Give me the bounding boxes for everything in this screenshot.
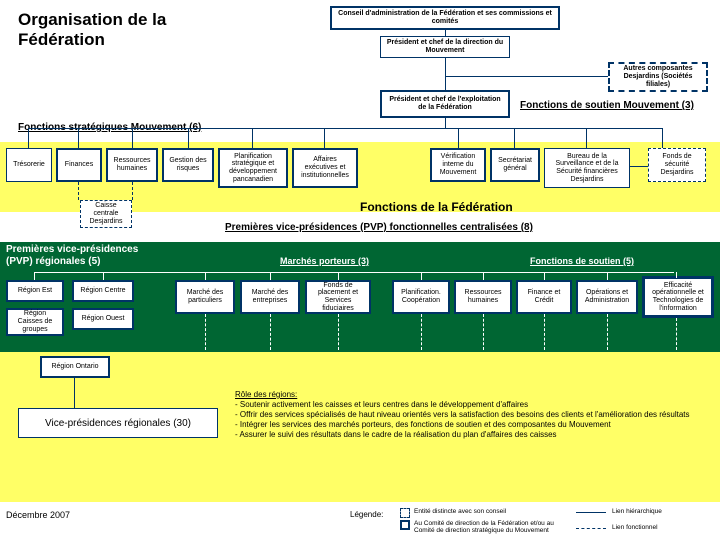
box-region-ouest: Région Ouest [72,308,134,330]
pvp-reg-l2: (PVP) régionales (5) [6,256,100,267]
legend-lien-f: Lien fonctionnel [612,524,658,531]
box-conseil: Conseil d'administration de la Fédératio… [330,6,560,30]
title-line1: Organisation de la [18,10,166,29]
box-president-exploitation: Président et chef de l'exploitation de l… [380,90,510,118]
role-line-0: - Soutenir activement les caisses et leu… [235,400,528,409]
legend-line-solid [576,512,606,513]
box-region-caisses: Région Caisses de groupes [6,308,64,336]
hdr-federation: Fonctions de la Fédération [360,200,513,214]
box-president-chef: Président et chef de la direction du Mou… [380,36,510,58]
box-rh2: Ressources humaines [454,280,512,314]
title-line2: Fédération [18,30,105,49]
hdr-soutien-mv: Fonctions de soutien Mouvement (3) [520,100,694,111]
box-verif: Vérification interne du Mouvement [430,148,486,182]
role-line-2: - Intégrer les services des marchés port… [235,420,611,429]
box-marche-ent: Marché des entreprises [240,280,300,314]
box-caisse-centrale: Caisse centrale Desjardins [80,200,132,228]
hdr-pvp-central: Premières vice-présidences (PVP) fonctio… [225,222,533,233]
page-title: Organisation de la Fédération [18,10,166,49]
pvp-reg-l1: Premières vice-présidences [6,244,138,255]
role-line-1: - Offrir des services spécialisés de hau… [235,410,690,419]
box-finances: Finances [56,148,102,182]
role-line-3: - Assurer le suivi des résultats dans le… [235,430,557,439]
box-region-ontario: Région Ontario [40,356,110,378]
legend-entity: Entité distincte avec son conseil [414,508,532,515]
role-title: Rôle des régions: [235,390,297,399]
hdr-pvp-regional: Premières vice-présidences (PVP) régiona… [6,244,138,267]
box-secretariat: Secrétariat général [490,148,540,182]
legend-comite: Au Comité de direction de la Fédération … [414,520,564,534]
box-planif-coop: Planification. Coopération [392,280,450,314]
hdr-soutien5: Fonctions de soutien (5) [530,256,634,266]
box-marche-part: Marché des particuliers [175,280,235,314]
legend-swatch-dashed [400,508,410,518]
legend-lien-h: Lien hiérarchique [612,508,662,515]
box-efficacite: Efficacité opérationnelle et Technologie… [642,276,714,318]
box-bureau-surveillance: Bureau de la Surveillance et de la Sécur… [544,148,630,188]
box-fin-credit: Finance et Crédit [516,280,572,314]
box-rh: Ressources humaines [106,148,158,182]
box-ops-admin: Opérations et Administration [576,280,638,314]
box-planif: Planification stratégique et développeme… [218,148,288,188]
box-region-centre: Région Centre [72,280,134,302]
box-fonds-securite: Fonds de sécurité Desjardins [648,148,706,182]
box-vp-regional: Vice-présidences régionales (30) [18,408,218,438]
legend-title: Légende: [350,510,383,519]
role-block: Rôle des régions: - Soutenir activement … [235,390,705,440]
box-affaires-exec: Affaires exécutives et institutionnelles [292,148,358,188]
hdr-marches: Marchés porteurs (3) [280,256,369,266]
box-gestion-risques: Gestion des risques [162,148,214,182]
box-fonds-place: Fonds de placement et Services fiduciair… [305,280,371,314]
legend-line-dashed [576,528,606,529]
box-tresorerie: Trésorerie [6,148,52,182]
box-autres-composantes: Autres composantes Desjardins (Sociétés … [608,62,708,92]
footer-date: Décembre 2007 [6,510,70,520]
box-region-est: Région Est [6,280,64,302]
legend-swatch-heavy [400,520,410,530]
